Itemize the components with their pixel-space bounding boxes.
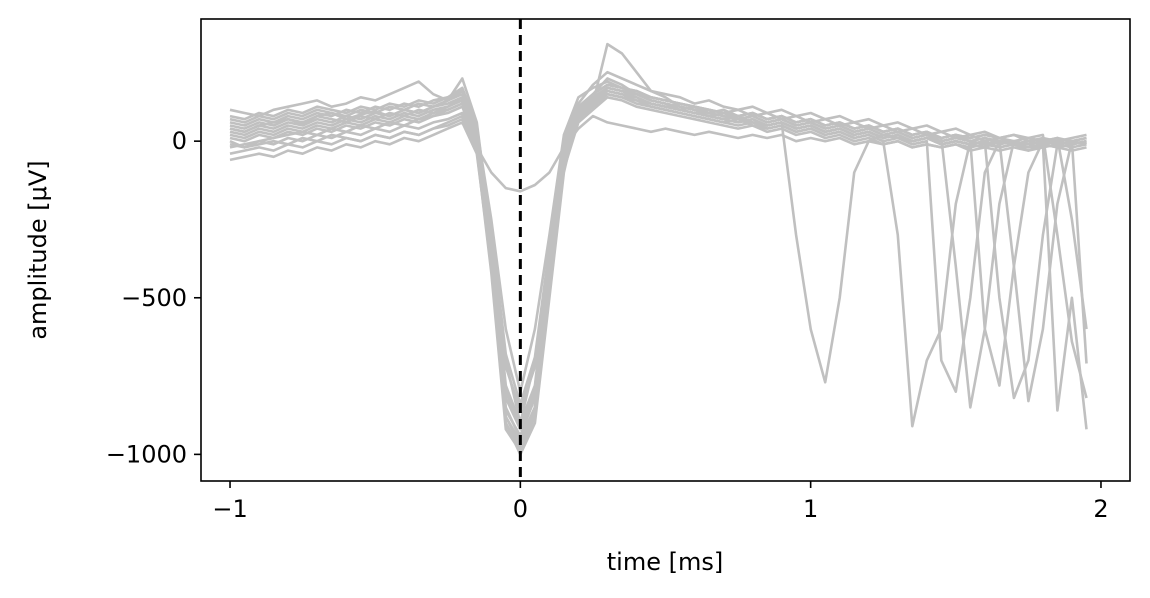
x-tick-label: −1	[212, 495, 247, 523]
y-axis: 0 −500 −1000	[106, 127, 201, 468]
waveform-trace-14	[229, 92, 1087, 447]
x-tick-label: 0	[513, 495, 528, 523]
x-tick-label: 2	[1093, 495, 1108, 523]
waveform-trace-15	[229, 86, 1088, 428]
x-tick-label: 1	[803, 495, 818, 523]
waveform-trace-3	[229, 70, 1087, 425]
y-tick-label: −1000	[106, 440, 187, 468]
y-tick-label: 0	[172, 127, 187, 155]
waveform-trace-13	[229, 83, 1088, 406]
x-axis-label: time [ms]	[607, 548, 723, 576]
waveform-trace-10	[229, 96, 1088, 450]
waveform-traces	[229, 42, 1088, 456]
y-tick-label: −500	[121, 284, 187, 312]
plot-frame	[200, 18, 1131, 482]
x-axis: −1 0 1 2	[212, 481, 1109, 523]
waveform-trace-12	[229, 89, 1087, 431]
y-axis-label: amplitude [μV]	[24, 160, 52, 339]
